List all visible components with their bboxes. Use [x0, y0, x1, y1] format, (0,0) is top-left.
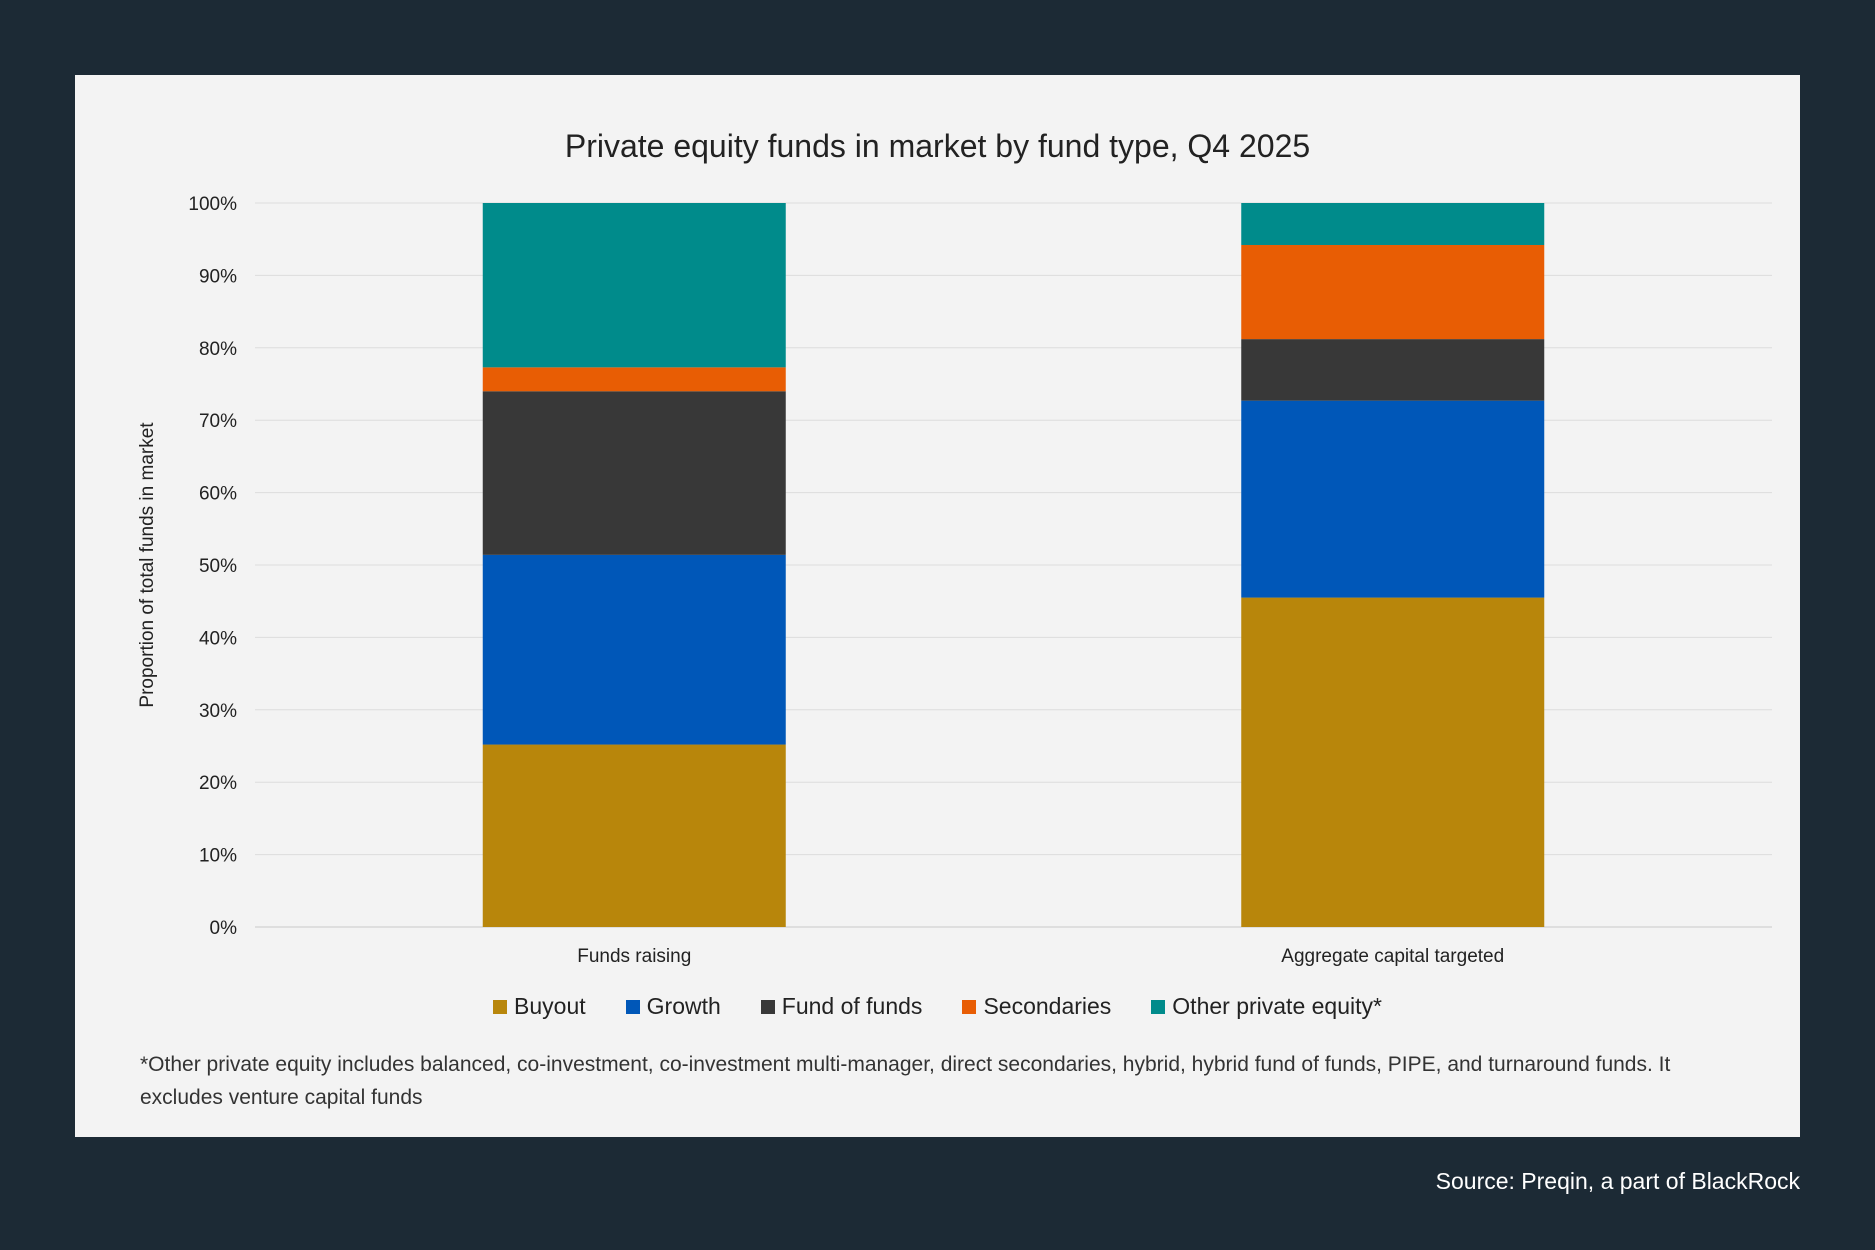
bar-segment — [482, 744, 786, 927]
legend-swatch — [625, 999, 640, 1014]
x-tick-label: Aggregate capital targeted — [1281, 946, 1504, 967]
bar-segment — [1241, 400, 1545, 598]
legend-item: Secondaries — [962, 993, 1111, 1020]
legend-label: Secondaries — [983, 993, 1112, 1019]
bar-segment — [482, 367, 786, 392]
source-note: Source: Preqin, a part of BlackRock — [1435, 1168, 1800, 1194]
y-tick-label: 30% — [199, 701, 237, 722]
y-tick-label: 10% — [199, 846, 237, 867]
legend-item: Buyout — [493, 993, 586, 1020]
legend-label: Fund of funds — [781, 993, 923, 1019]
bar-segment — [482, 554, 786, 745]
y-tick-label: 50% — [199, 556, 237, 577]
y-tick-label: 70% — [199, 411, 237, 432]
chart-panel: Private equity funds in market by fund t… — [75, 75, 1800, 1137]
y-axis-label: Proportion of total funds in market — [137, 422, 158, 708]
bar-segment — [1241, 597, 1545, 927]
chart-title: Private equity funds in market by fund t… — [564, 128, 1311, 164]
bar-segment — [482, 203, 786, 368]
y-tick-label: 40% — [199, 628, 237, 649]
x-tick-label: Funds raising — [577, 946, 691, 967]
bar-segment — [1241, 244, 1545, 340]
legend-item: Other private equity* — [1151, 993, 1382, 1020]
bar-segment — [1241, 203, 1545, 245]
y-tick-label: 90% — [199, 266, 237, 287]
bar-segment — [482, 391, 786, 555]
bar-segment — [1241, 339, 1545, 401]
y-tick-label: 80% — [199, 339, 237, 360]
legend-swatch — [760, 999, 775, 1014]
y-tick-label: 20% — [199, 773, 237, 794]
chart-legend: Buyout Growth Fund of funds Secondaries Othe… — [75, 993, 1800, 1020]
legend-swatch — [962, 999, 977, 1014]
legend-item: Fund of funds — [760, 993, 923, 1020]
y-tick-label: 60% — [199, 484, 237, 505]
legend-swatch — [1151, 999, 1166, 1014]
legend-item: Growth — [625, 993, 721, 1020]
legend-swatch — [493, 999, 508, 1014]
legend-label: Other private equity* — [1172, 993, 1382, 1019]
y-tick-label: 0% — [210, 918, 238, 939]
legend-label: Growth — [646, 993, 721, 1019]
y-tick-label: 100% — [188, 194, 237, 215]
footnote: *Other private equity includes balanced,… — [140, 1053, 1671, 1109]
legend-label: Buyout — [514, 993, 586, 1019]
chart-plot: 0% 10% 20% 30% 40% 50% 60% 70% 80% 90% 100% Proport… — [137, 194, 1772, 967]
